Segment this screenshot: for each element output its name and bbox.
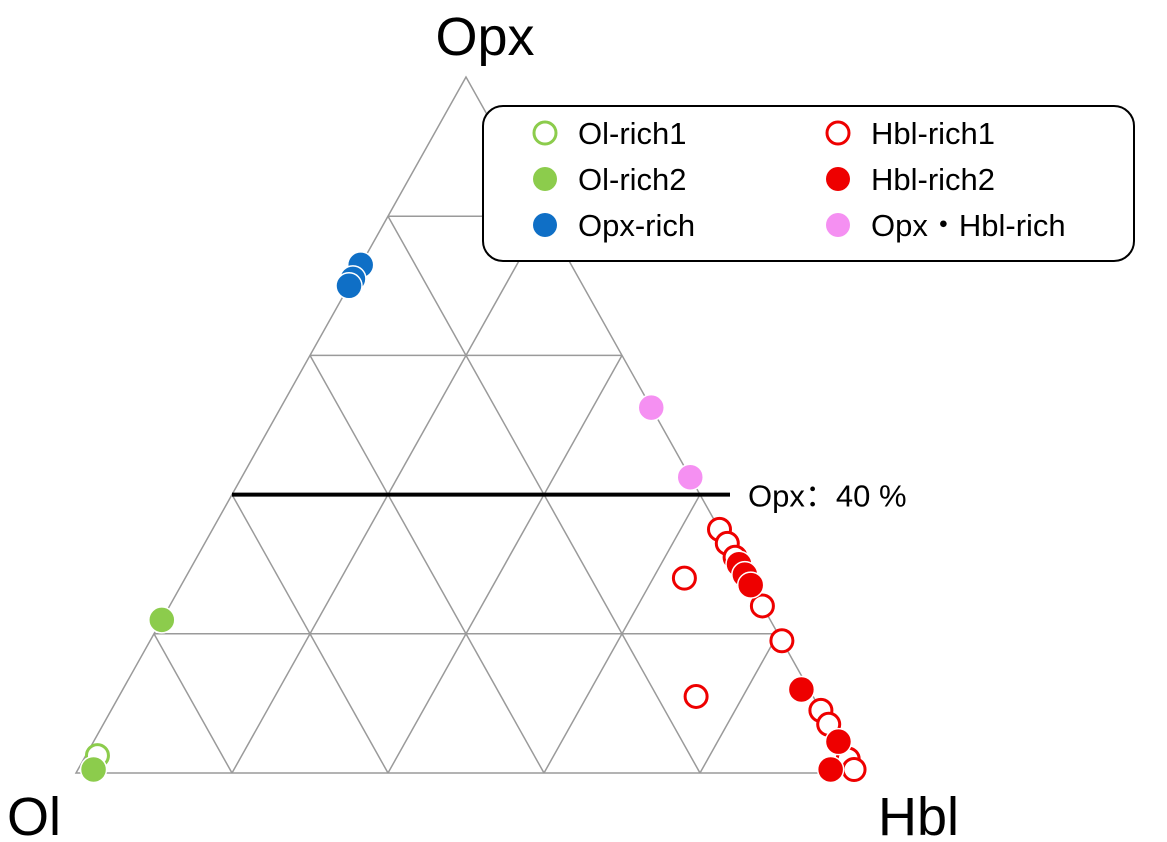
data-point-opx-rich <box>335 272 363 300</box>
data-point-hbl-rich2 <box>736 571 765 599</box>
data-point-hbl-rich1 <box>671 565 697 591</box>
data-points <box>79 251 867 784</box>
data-point-opx-hbl-rich <box>637 393 665 422</box>
data-point-hbl-rich2 <box>787 675 816 704</box>
grid-line-hbl <box>543 494 701 774</box>
data-point-hbl-rich2 <box>824 727 853 756</box>
legend-marker-hbl-rich1 <box>825 120 851 146</box>
data-point-opx-hbl-rich <box>676 463 704 491</box>
legend-box <box>482 105 1135 262</box>
data-point-hbl-rich2 <box>816 755 845 784</box>
legend-marker-hbl-rich2 <box>826 167 850 191</box>
legend-label-hbl-rich1: Hbl-rich1 <box>871 116 995 151</box>
legend-label-opx-hbl-rich: Opx・Hbl-rich <box>871 208 1066 243</box>
legend-marker-ol-rich2 <box>533 167 557 191</box>
vertex-label-hbl: Hbl <box>878 787 959 842</box>
vertex-label-ol: Ol <box>7 787 61 842</box>
data-point-hbl-rich1 <box>749 593 775 619</box>
legend-marker-opx-rich <box>533 213 557 237</box>
data-point-ol-rich2 <box>79 755 108 784</box>
grid-line-hbl <box>699 633 779 774</box>
grid-line-ol <box>231 494 389 774</box>
grid-line-ol <box>309 355 545 774</box>
legend: Ol-rich1 Ol-rich2 Opx-rich Hbl-rich1 Hbl-ric… <box>482 105 1135 262</box>
triangle-outline <box>74 75 858 774</box>
data-point-hbl-rich1 <box>769 628 795 654</box>
legend-label-opx-rich: Opx-rich <box>578 208 695 243</box>
legend-label-ol-rich1: Ol-rich1 <box>578 116 687 151</box>
legend-label-hbl-rich2: Hbl-rich2 <box>871 162 995 197</box>
data-point-hbl-rich1 <box>841 757 867 783</box>
legend-label-ol-rich2: Ol-rich2 <box>578 162 687 197</box>
grid-line-ol <box>153 633 233 774</box>
data-point-ol-rich2 <box>148 606 176 634</box>
opx-40-annotation-label: Opx：40 % <box>748 479 907 514</box>
data-point-hbl-rich1 <box>683 683 709 709</box>
grid-line-hbl <box>387 355 623 774</box>
legend-marker-ol-rich1 <box>532 120 558 146</box>
vertex-label-opx: Opx <box>435 7 534 67</box>
legend-marker-opx-hbl-rich <box>826 213 850 237</box>
